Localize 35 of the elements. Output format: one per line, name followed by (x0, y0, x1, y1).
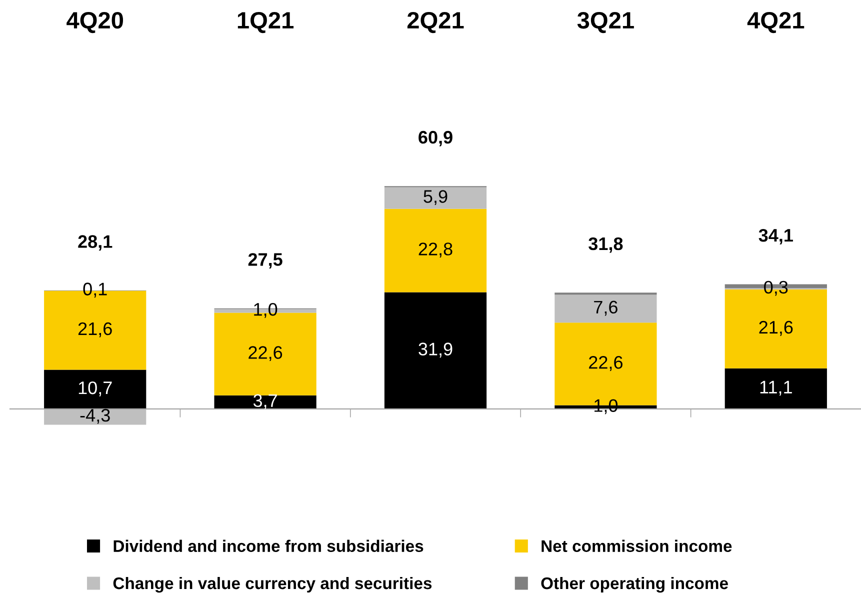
data-label: 22,6 (248, 346, 282, 362)
data-label: 3,7 (253, 394, 277, 410)
bar (44, 370, 146, 409)
data-label: 31,9 (418, 342, 452, 358)
bar (384, 292, 487, 409)
total-label: 28,1 (78, 235, 112, 251)
x-tick-label: 3Q21 (577, 12, 634, 34)
data-label: 0,1 (83, 282, 107, 298)
bar (384, 208, 487, 292)
x-tick-label: 4Q20 (66, 12, 124, 34)
data-label: 10,7 (78, 381, 112, 396)
bar (44, 408, 146, 425)
x-tick-label: 1Q21 (238, 12, 294, 34)
total-label: 31,8 (588, 237, 623, 253)
legend-label: Net commission income (542, 540, 732, 552)
bar (384, 187, 487, 209)
x-tick-label: 2Q21 (407, 12, 464, 34)
data-label: 11,1 (760, 380, 792, 396)
data-label: 22,8 (418, 242, 452, 258)
legend-label: Dividend and income from subsidiaries (114, 540, 424, 552)
x-tick-label: 4Q21 (747, 12, 804, 34)
bar (554, 294, 657, 323)
data-label: 5,9 (424, 190, 448, 206)
total-label: 60,9 (418, 130, 452, 146)
legend-label: Other operating income (541, 576, 728, 593)
bar (724, 368, 827, 409)
data-label: 22,6 (589, 356, 622, 371)
data-label: -4,3 (80, 408, 110, 424)
legend-label: Change in value currency and securities (113, 576, 432, 593)
data-label: 21,6 (78, 322, 112, 338)
bar (214, 395, 316, 409)
total-label: 34,1 (758, 228, 793, 244)
total-label: 27,5 (248, 253, 282, 269)
data-label: 7,6 (594, 300, 618, 316)
data-label: 21,6 (759, 320, 793, 336)
